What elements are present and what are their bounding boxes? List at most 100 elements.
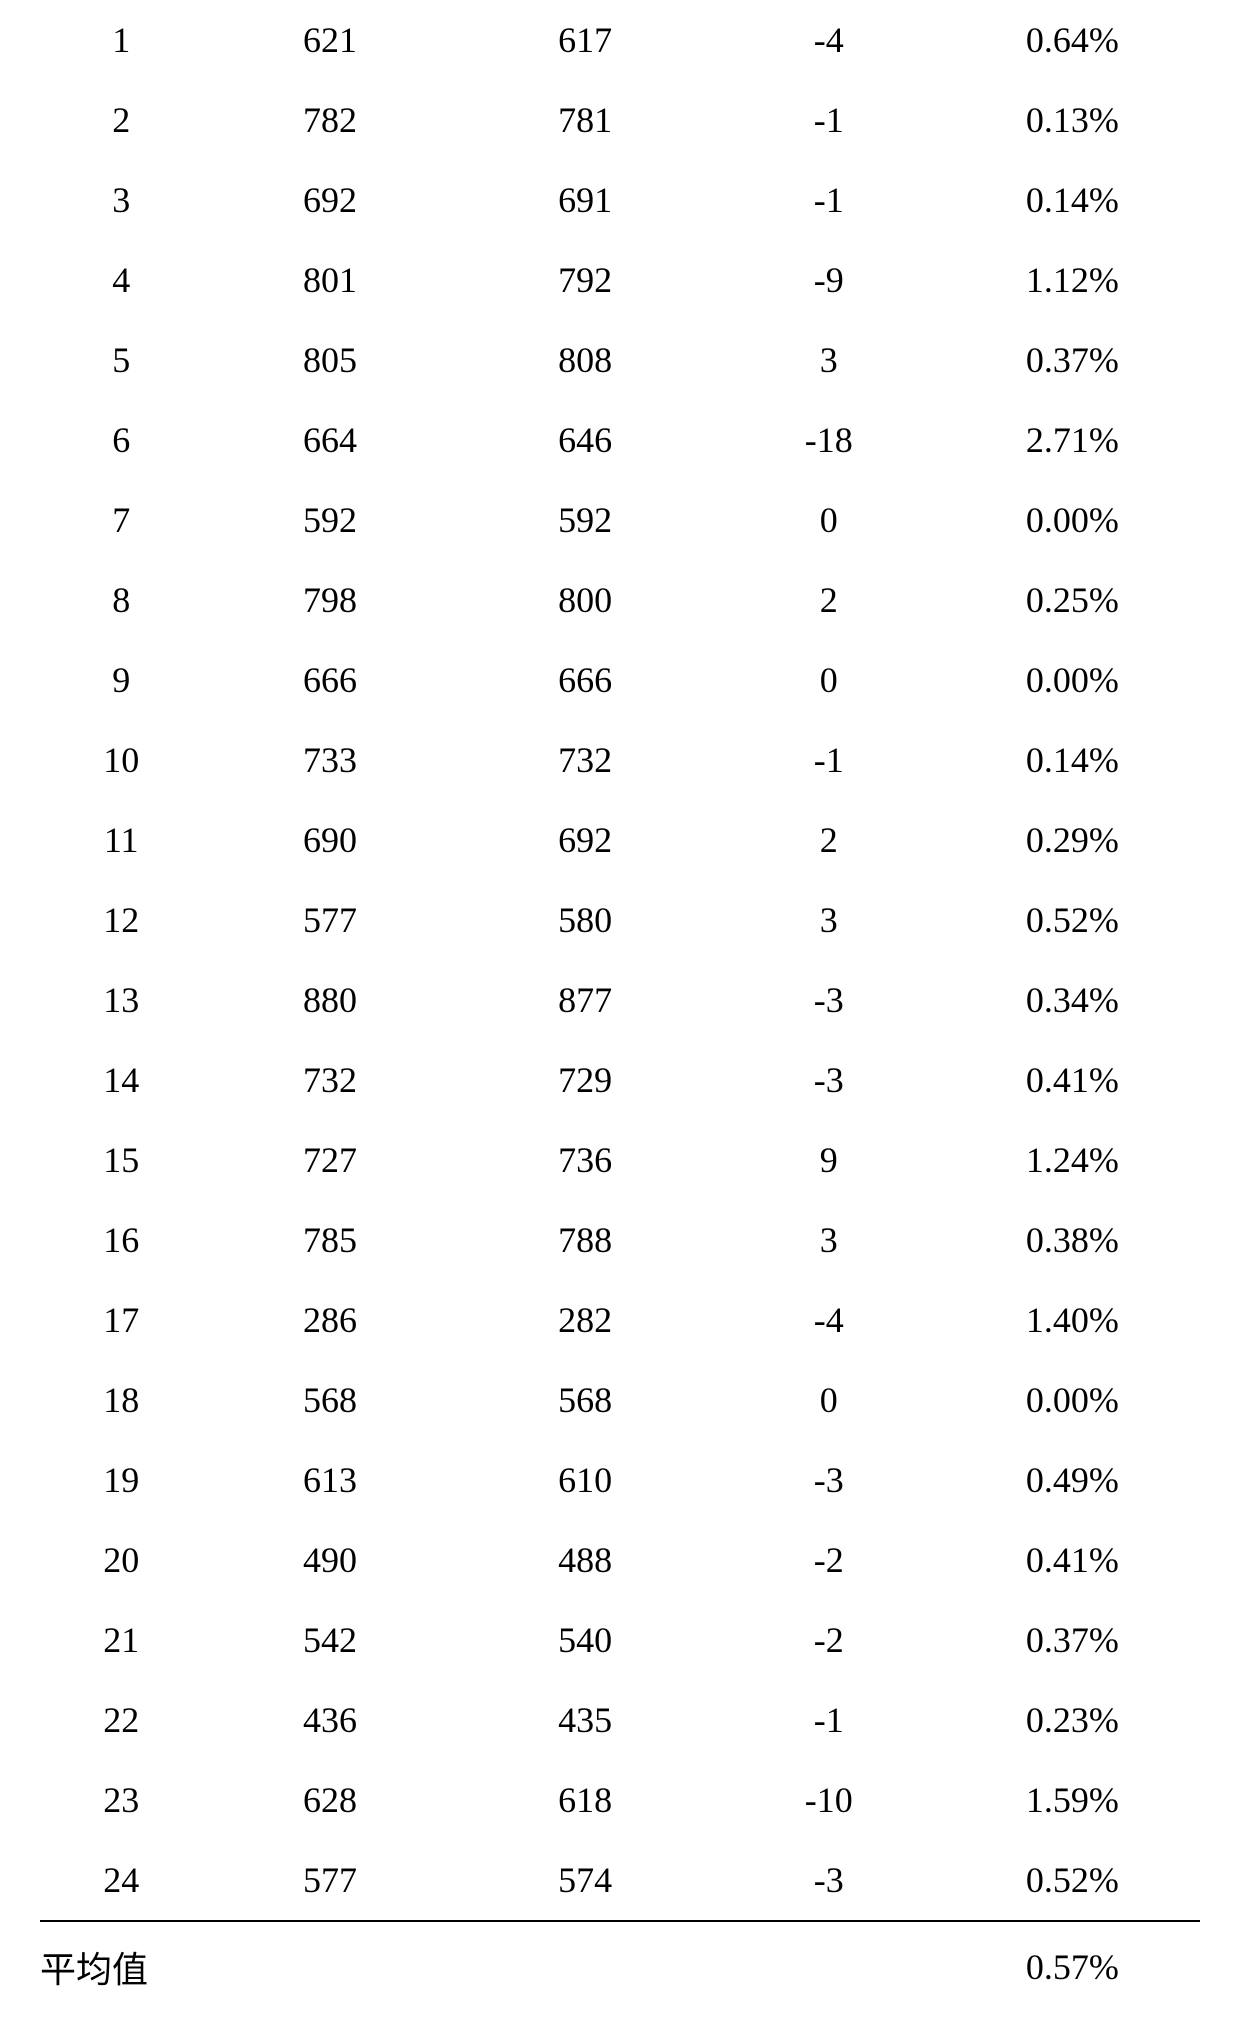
cell-diff: 9 [713, 1120, 945, 1200]
cell-val-b: 788 [458, 1200, 713, 1280]
cell-val-b: 692 [458, 800, 713, 880]
table-row: 13880877-30.34% [40, 960, 1200, 1040]
cell-pct: 0.49% [945, 1440, 1200, 1520]
cell-index: 10 [40, 720, 202, 800]
cell-pct: 0.25% [945, 560, 1200, 640]
cell-index: 1 [40, 0, 202, 80]
cell-pct: 1.59% [945, 1760, 1200, 1840]
cell-val-b: 610 [458, 1440, 713, 1520]
cell-diff: -3 [713, 1440, 945, 1520]
data-table: 1621617-40.64%2782781-10.13%3692691-10.1… [40, 0, 1200, 2012]
cell-val-a: 732 [202, 1040, 457, 1120]
table-row: 19613610-30.49% [40, 1440, 1200, 1520]
table-row: 22436435-10.23% [40, 1680, 1200, 1760]
cell-val-b: 617 [458, 0, 713, 80]
cell-val-b: 800 [458, 560, 713, 640]
cell-val-a: 490 [202, 1520, 457, 1600]
cell-val-a: 782 [202, 80, 457, 160]
cell-val-b: 729 [458, 1040, 713, 1120]
cell-diff: -3 [713, 1840, 945, 1921]
table-row: 1257758030.52% [40, 880, 1200, 960]
cell-val-a: 542 [202, 1600, 457, 1680]
cell-diff: 0 [713, 480, 945, 560]
average-value: 0.57% [945, 1921, 1200, 2012]
cell-val-b: 592 [458, 480, 713, 560]
cell-pct: 0.29% [945, 800, 1200, 880]
cell-index: 8 [40, 560, 202, 640]
cell-val-a: 666 [202, 640, 457, 720]
cell-diff: -2 [713, 1520, 945, 1600]
cell-index: 9 [40, 640, 202, 720]
cell-pct: 0.14% [945, 720, 1200, 800]
cell-val-b: 574 [458, 1840, 713, 1921]
cell-index: 16 [40, 1200, 202, 1280]
table-row: 580580830.37% [40, 320, 1200, 400]
cell-diff: 2 [713, 560, 945, 640]
cell-pct: 0.13% [945, 80, 1200, 160]
cell-val-b: 877 [458, 960, 713, 1040]
cell-pct: 0.64% [945, 0, 1200, 80]
cell-val-a: 577 [202, 880, 457, 960]
cell-val-b: 792 [458, 240, 713, 320]
cell-pct: 2.71% [945, 400, 1200, 480]
cell-val-b: 691 [458, 160, 713, 240]
cell-index: 14 [40, 1040, 202, 1120]
table-row: 21542540-20.37% [40, 1600, 1200, 1680]
cell-pct: 0.41% [945, 1520, 1200, 1600]
cell-diff: -3 [713, 1040, 945, 1120]
cell-diff: -3 [713, 960, 945, 1040]
table-row: 10733732-10.14% [40, 720, 1200, 800]
cell-pct: 0.00% [945, 480, 1200, 560]
cell-pct: 0.14% [945, 160, 1200, 240]
cell-val-a: 664 [202, 400, 457, 480]
cell-val-a: 880 [202, 960, 457, 1040]
cell-index: 19 [40, 1440, 202, 1520]
cell-pct: 1.12% [945, 240, 1200, 320]
cell-val-b: 580 [458, 880, 713, 960]
cell-val-a: 727 [202, 1120, 457, 1200]
cell-val-a: 690 [202, 800, 457, 880]
table-row: 4801792-91.12% [40, 240, 1200, 320]
table-row: 966666600.00% [40, 640, 1200, 720]
cell-index: 11 [40, 800, 202, 880]
cell-index: 23 [40, 1760, 202, 1840]
cell-val-a: 577 [202, 1840, 457, 1921]
cell-index: 6 [40, 400, 202, 480]
cell-index: 18 [40, 1360, 202, 1440]
cell-pct: 0.34% [945, 960, 1200, 1040]
cell-pct: 0.38% [945, 1200, 1200, 1280]
cell-diff: 3 [713, 1200, 945, 1280]
cell-diff: 0 [713, 640, 945, 720]
table-row: 759259200.00% [40, 480, 1200, 560]
cell-val-a: 798 [202, 560, 457, 640]
cell-val-a: 805 [202, 320, 457, 400]
cell-pct: 0.52% [945, 1840, 1200, 1921]
table-row: 14732729-30.41% [40, 1040, 1200, 1120]
cell-val-b: 540 [458, 1600, 713, 1680]
cell-index: 17 [40, 1280, 202, 1360]
cell-index: 24 [40, 1840, 202, 1921]
table-row: 879880020.25% [40, 560, 1200, 640]
cell-diff: -9 [713, 240, 945, 320]
cell-val-a: 436 [202, 1680, 457, 1760]
cell-index: 3 [40, 160, 202, 240]
cell-val-b: 781 [458, 80, 713, 160]
cell-diff: -1 [713, 80, 945, 160]
cell-diff: -4 [713, 0, 945, 80]
table-row: 6664646-182.71% [40, 400, 1200, 480]
cell-index: 13 [40, 960, 202, 1040]
cell-val-a: 613 [202, 1440, 457, 1520]
cell-val-a: 628 [202, 1760, 457, 1840]
cell-diff: -2 [713, 1600, 945, 1680]
cell-diff: 0 [713, 1360, 945, 1440]
cell-pct: 0.23% [945, 1680, 1200, 1760]
cell-pct: 0.37% [945, 1600, 1200, 1680]
cell-diff: -4 [713, 1280, 945, 1360]
cell-index: 21 [40, 1600, 202, 1680]
cell-val-b: 568 [458, 1360, 713, 1440]
cell-val-b: 435 [458, 1680, 713, 1760]
cell-index: 7 [40, 480, 202, 560]
cell-val-a: 692 [202, 160, 457, 240]
table-row: 24577574-30.52% [40, 1840, 1200, 1921]
cell-val-b: 646 [458, 400, 713, 480]
